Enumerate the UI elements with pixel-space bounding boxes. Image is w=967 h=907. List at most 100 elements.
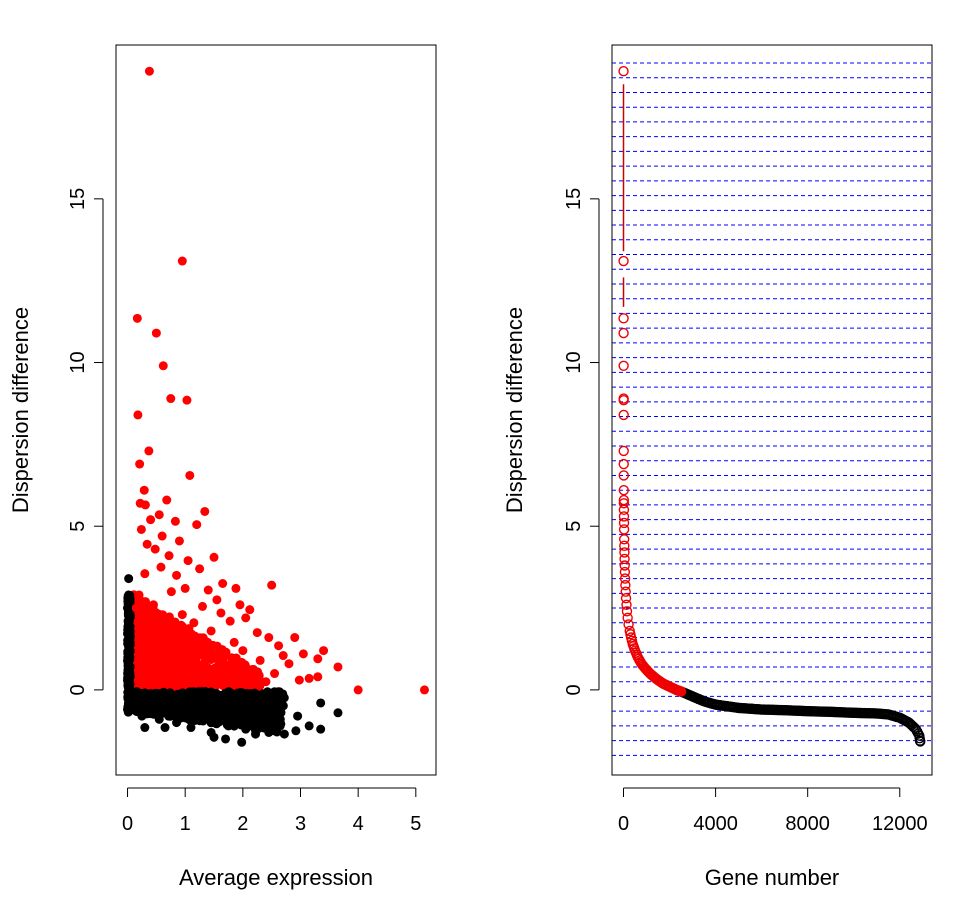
plot1-point-black	[123, 603, 133, 613]
plot1-point-black	[123, 682, 133, 692]
plot1-point-red	[148, 600, 158, 610]
plot1-point-red	[218, 578, 228, 588]
plot1-point-red	[319, 646, 329, 656]
plot1-point-red	[182, 395, 192, 405]
plot1-point-red	[304, 673, 314, 683]
plot1-point-red	[172, 646, 182, 656]
plot2-point-red	[622, 612, 633, 624]
plot1-point-black	[197, 714, 207, 724]
plot1-point-red	[177, 637, 187, 647]
plot1-point-black	[158, 707, 168, 717]
plot1-point-red	[294, 675, 304, 685]
plot2-point-red	[675, 686, 687, 697]
plot2-point-red	[618, 360, 629, 372]
plot1-point-black	[221, 698, 231, 708]
plot1-point-red	[151, 328, 161, 338]
plot1-point-red	[157, 531, 167, 541]
plot1-point-red	[298, 649, 308, 659]
plot1-point-red	[162, 495, 172, 505]
plot1-point-black	[124, 616, 134, 626]
plot1-point-red	[206, 626, 216, 636]
plot1-x-tick-label: 3	[295, 813, 306, 835]
plot1-point-black	[178, 688, 188, 698]
plot1-point-red	[176, 666, 186, 676]
plot1-point-red	[216, 652, 226, 662]
plot1-point-black	[123, 655, 133, 665]
plot2-y-tick-label: 0	[563, 684, 585, 695]
plot1-point-red	[221, 666, 231, 676]
plot1-point-black	[180, 705, 190, 715]
plot1-point-red	[141, 601, 151, 611]
plot2-x-tick-label: 8000	[785, 813, 830, 835]
plot2-y-tick-label: 10	[563, 351, 585, 373]
plot1-point-red	[149, 680, 159, 690]
plot2-point-red	[619, 560, 630, 571]
plot1-x-tick-label: 2	[237, 813, 248, 835]
plot1-point-red	[144, 446, 154, 456]
plot1-point-black	[223, 721, 233, 731]
plot1-point-black	[293, 711, 303, 721]
plot1-y-axis: 0 5 10 15	[67, 188, 104, 695]
plot1-point-red	[150, 544, 160, 554]
plot2-x-tick-label: 0	[618, 813, 629, 835]
plot1-point-black	[333, 708, 343, 718]
plot1-point-red	[146, 515, 156, 525]
plot1-point-red	[209, 552, 219, 562]
plot1-point-red	[200, 636, 210, 646]
plot1-y-tick-label: 15	[67, 188, 89, 210]
plot1-frame	[115, 44, 437, 776]
plot1-point-red	[313, 654, 323, 664]
plot1-point-black	[240, 690, 250, 700]
plot1-point-black	[123, 705, 133, 715]
plot1-point-red	[139, 640, 149, 650]
plot1-point-black	[222, 708, 232, 718]
plot1-point-red	[250, 669, 260, 679]
plot2-point-red	[620, 579, 631, 591]
plot1-point-black	[144, 690, 154, 700]
plot2-point-red	[621, 599, 632, 610]
plot1-y-tick-label: 5	[67, 521, 89, 532]
plot1-x-tick-label: 1	[180, 813, 191, 835]
plot1-point-red	[192, 520, 202, 530]
plot2-point-red	[618, 517, 630, 529]
plot1-point-red	[200, 670, 210, 680]
plot1-point-black	[124, 574, 134, 584]
plot1-point-black	[163, 695, 173, 705]
plot1-point-black	[258, 718, 268, 728]
plot1-point-red	[203, 585, 213, 595]
plot1-point-black	[237, 737, 247, 747]
plot1-point-red	[241, 613, 251, 623]
plot1-point-black	[247, 699, 257, 709]
plot1-point-red	[177, 256, 187, 266]
plot1-point-red	[186, 629, 196, 639]
plot1-point-red	[154, 510, 164, 520]
plot1-point-black	[209, 732, 219, 742]
plot2-x-tick-label: 4000	[693, 813, 738, 835]
plot1-point-red	[166, 394, 176, 404]
plot1-point-black	[160, 723, 170, 733]
plot1-point-red	[144, 66, 154, 76]
plot2-y-axis: 0 5 10 15	[563, 188, 600, 695]
plot1-point-red	[135, 656, 145, 666]
plot1-points	[123, 66, 429, 747]
plot1-point-red	[140, 500, 150, 510]
plot1-point-black	[242, 710, 252, 720]
plot1-point-black	[264, 727, 274, 737]
plot2-point-red	[618, 409, 629, 421]
plot1-point-red	[419, 685, 429, 695]
plot1-point-red	[150, 607, 160, 617]
plot1-point-red	[195, 564, 205, 574]
plot1-point-black	[128, 698, 138, 708]
plot1-point-black	[268, 721, 278, 731]
plot1-point-red	[267, 580, 277, 590]
plot2-point-red	[618, 494, 630, 506]
plot1-point-black	[241, 724, 251, 734]
plot1-point-red	[278, 651, 288, 661]
plot2-x-axis: 0 4000 8000 12000	[618, 787, 928, 835]
plot1-point-red	[133, 410, 143, 420]
plot1-point-red	[132, 611, 142, 621]
plot2-point-red	[623, 619, 634, 630]
plot1-point-red	[244, 665, 254, 675]
plot1-point-red	[190, 656, 200, 666]
